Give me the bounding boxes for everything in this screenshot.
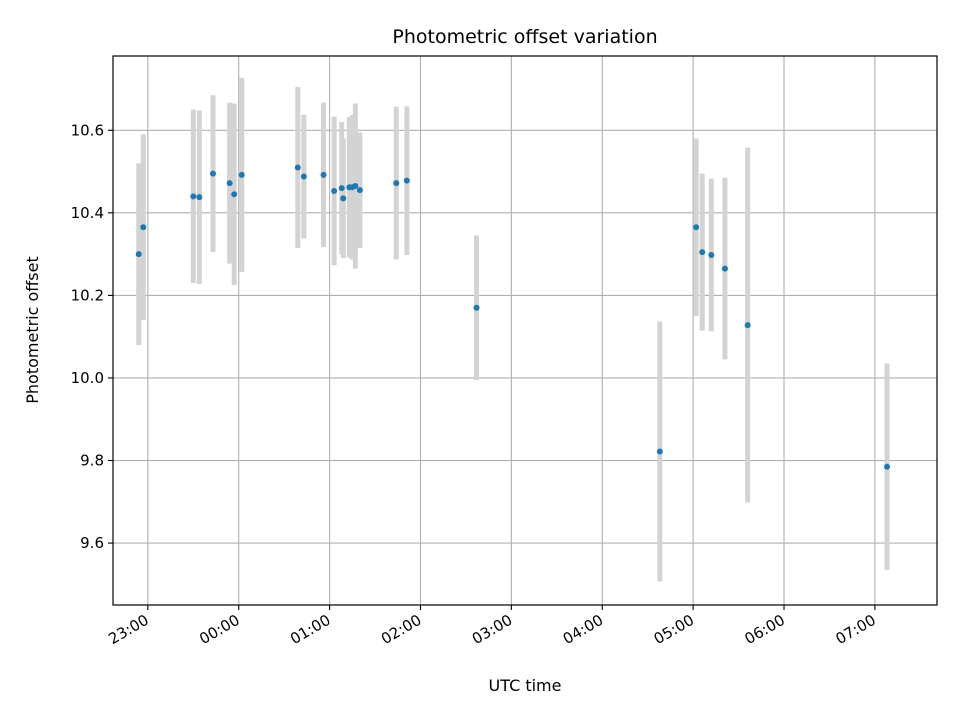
data-point xyxy=(226,180,233,187)
data-point xyxy=(340,195,347,202)
data-point xyxy=(300,173,307,180)
data-point xyxy=(190,193,197,200)
data-point xyxy=(693,224,700,231)
y-tick-label: 9.6 xyxy=(80,534,104,552)
chart-title: Photometric offset variation xyxy=(392,26,657,48)
data-point xyxy=(393,180,400,187)
data-point xyxy=(473,304,480,311)
data-point xyxy=(403,177,410,184)
data-points xyxy=(135,164,891,470)
data-point xyxy=(294,164,301,171)
data-point xyxy=(656,448,663,455)
data-point xyxy=(721,265,728,272)
y-tick-label: 9.8 xyxy=(80,452,104,470)
y-tick-label: 10.0 xyxy=(71,369,104,387)
data-point xyxy=(356,187,363,194)
data-point xyxy=(352,183,359,190)
data-point xyxy=(196,194,203,201)
data-point xyxy=(708,251,715,258)
plot-area xyxy=(113,56,937,605)
y-tick-label: 10.4 xyxy=(71,204,104,222)
data-point xyxy=(209,170,216,177)
data-point xyxy=(884,463,891,470)
plot-frame xyxy=(112,55,938,606)
data-point xyxy=(231,191,238,198)
data-point xyxy=(135,251,142,258)
y-tick-label: 10.6 xyxy=(71,121,104,139)
grid-lines xyxy=(113,56,937,605)
y-axis-ticks: 9.6 9.8 10.0 10.2 10.4 10.6 xyxy=(71,121,113,552)
data-point xyxy=(238,171,245,178)
data-point xyxy=(140,224,147,231)
data-point xyxy=(744,322,751,329)
data-point xyxy=(338,185,345,192)
data-point xyxy=(331,187,338,194)
y-tick-label: 10.2 xyxy=(71,286,104,304)
x-axis-label: UTC time xyxy=(489,676,562,695)
y-axis-label: Photometric offset xyxy=(23,256,42,404)
data-point xyxy=(320,171,327,178)
data-point xyxy=(699,249,706,256)
